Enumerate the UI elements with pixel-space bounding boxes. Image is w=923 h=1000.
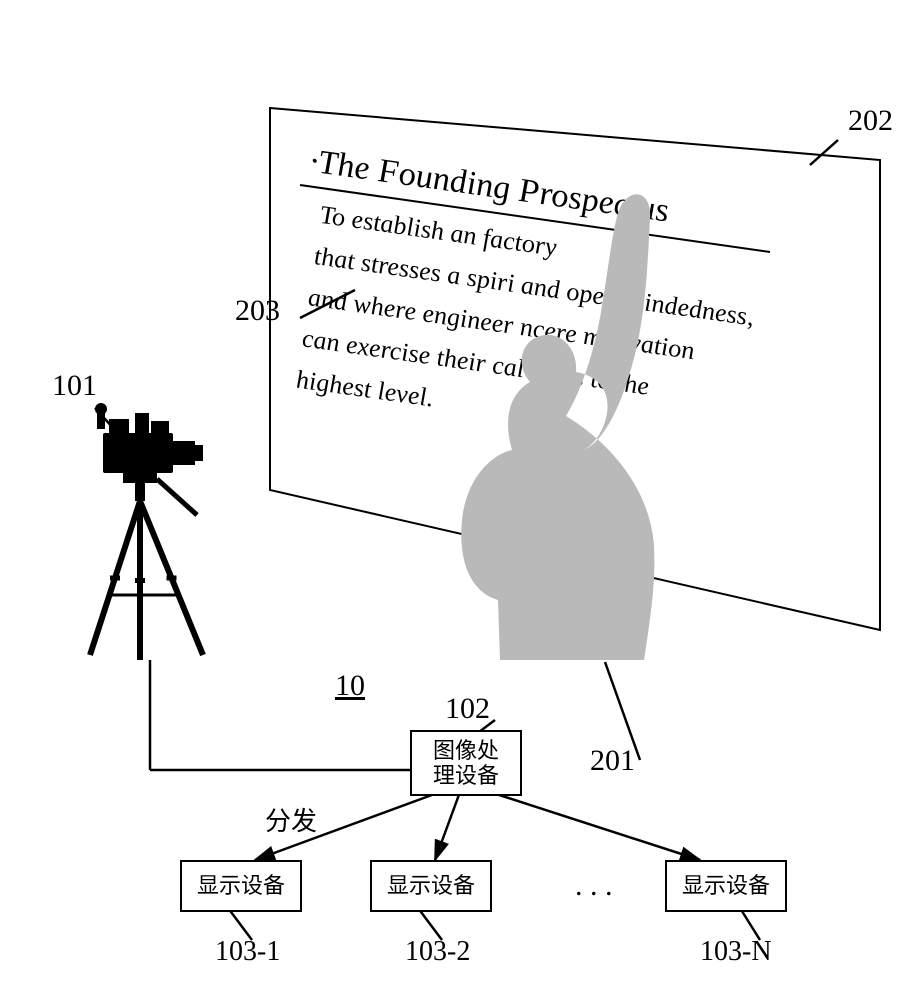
svg-layer: ·The Founding ProspectusTo establish an …	[0, 0, 923, 1000]
camera-icon	[90, 403, 203, 660]
label-n201: 201	[590, 744, 635, 777]
label-n10: 10	[335, 669, 365, 702]
display-device-1-box: 显示设备	[180, 860, 302, 912]
display-device-2-box: 显示设备	[370, 860, 492, 912]
label-n1032: 103-2	[405, 936, 470, 967]
image-processing-device-box: 图像处 理设备	[410, 730, 522, 796]
connector	[435, 792, 460, 860]
label-n1031: 103-1	[215, 936, 280, 967]
display-device-n-box: 显示设备	[665, 860, 787, 912]
label-n103N: 103-N	[700, 936, 772, 967]
label-dist: 分发	[265, 807, 317, 836]
connector	[490, 792, 700, 860]
label-n101: 101	[52, 369, 97, 402]
diagram-stage: { "canvas": { "width": 923, "height": 10…	[0, 0, 923, 1000]
label-n203: 203	[235, 294, 280, 327]
label-n102: 102	[445, 692, 490, 725]
label-n202: 202	[848, 104, 893, 137]
label-dots: . . .	[575, 869, 613, 902]
